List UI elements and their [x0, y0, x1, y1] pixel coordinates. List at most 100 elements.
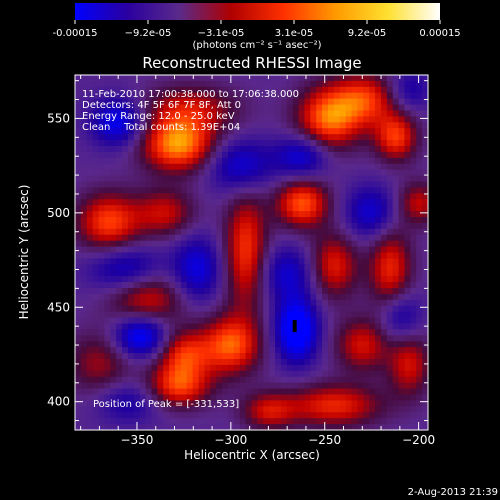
- heatmap-cell: [110, 228, 117, 236]
- heatmap-cell: [180, 80, 188, 88]
- heatmap-cell: [186, 264, 194, 271]
- heatmap-cell: [304, 217, 311, 224]
- heatmap-cell: [345, 353, 353, 360]
- heatmap-cell: [133, 264, 141, 271]
- heatmap-cell: [192, 323, 200, 331]
- heatmap-cell: [204, 134, 211, 141]
- heatmap-cell: [345, 311, 353, 319]
- heatmap-cell: [275, 347, 282, 354]
- heatmap-cell: [251, 347, 258, 354]
- heatmap-cell: [322, 364, 329, 372]
- heatmap-cell: [169, 175, 176, 183]
- heatmap-cell: [333, 341, 341, 348]
- heatmap-cell: [269, 341, 276, 348]
- heatmap-cell: [104, 329, 111, 336]
- heatmap-cell: [310, 335, 317, 342]
- heatmap-cell: [369, 412, 376, 419]
- heatmap-cell: [110, 222, 117, 230]
- heatmap-cell: [127, 394, 135, 402]
- heatmap-cell: [351, 288, 358, 295]
- heatmap-cell: [163, 264, 170, 271]
- heatmap-cell: [339, 175, 347, 183]
- heatmap-cell: [339, 146, 347, 153]
- heatmap-cell: [422, 75, 428, 82]
- heatmap-cell: [322, 359, 329, 366]
- heatmap-cell: [92, 151, 100, 159]
- heatmap-cell: [157, 75, 164, 82]
- heatmap-cell: [104, 335, 111, 342]
- heatmap-cell: [363, 211, 370, 218]
- heatmap-cell: [163, 240, 170, 248]
- heatmap-cell: [369, 364, 376, 372]
- heatmap-cell: [192, 217, 200, 224]
- heatmap-cell: [227, 252, 235, 260]
- heatmap-cell: [133, 128, 141, 135]
- heatmap-cell: [251, 394, 258, 402]
- heatmap-cell: [286, 175, 294, 183]
- heatmap-cell: [363, 128, 370, 135]
- heatmap-cell: [339, 128, 347, 135]
- heatmap-cell: [175, 222, 182, 230]
- heatmap-cell: [192, 288, 200, 295]
- heatmap-cell: [327, 335, 335, 342]
- heatmap-cell: [263, 122, 270, 129]
- heatmap-cell: [280, 347, 288, 354]
- heatmap-cell: [280, 140, 288, 147]
- heatmap-cell: [86, 252, 94, 260]
- heatmap-cell: [204, 347, 211, 354]
- heatmap-cell: [80, 104, 88, 112]
- heatmap-cell: [75, 424, 82, 430]
- heatmap-cell: [233, 317, 241, 325]
- heatmap-cell: [127, 418, 135, 425]
- heatmap-cell: [280, 359, 288, 366]
- heatmap-cell: [175, 181, 182, 189]
- heatmap-cell: [322, 228, 329, 236]
- heatmap-cell: [263, 181, 270, 189]
- heatmap-cell: [145, 258, 153, 265]
- heatmap-cell: [275, 217, 282, 224]
- heatmap-cell: [369, 193, 376, 200]
- heatmap-cell: [422, 181, 428, 189]
- heatmap-cell: [380, 323, 388, 331]
- heatmap-cell: [180, 288, 188, 295]
- heatmap-cell: [292, 75, 300, 82]
- heatmap-cell: [392, 116, 400, 123]
- heatmap-cell: [75, 104, 82, 112]
- heatmap-cell: [169, 151, 176, 159]
- heatmap-cell: [304, 75, 311, 82]
- heatmap-cell: [139, 270, 147, 277]
- heatmap-cell: [357, 151, 364, 159]
- heatmap-cell: [222, 341, 229, 348]
- heatmap-cell: [316, 187, 323, 194]
- heatmap-cell: [351, 205, 358, 212]
- heatmap-cell: [345, 388, 353, 396]
- heatmap-cell: [98, 323, 106, 331]
- heatmap-cell: [422, 353, 428, 360]
- heatmap-cell: [110, 270, 117, 277]
- heatmap-cell: [151, 199, 158, 206]
- heatmap-cell: [398, 335, 406, 342]
- heatmap-cell: [392, 364, 400, 372]
- heatmap-cell: [180, 406, 188, 413]
- heatmap-cell: [304, 412, 311, 419]
- heatmap-cell: [322, 258, 329, 265]
- heatmap-cell: [133, 199, 141, 206]
- heatmap-cell: [122, 128, 129, 135]
- heatmap-cell: [175, 299, 182, 307]
- heatmap-cell: [92, 98, 100, 106]
- heatmap-cell: [333, 140, 341, 147]
- heatmap-cell: [263, 299, 270, 307]
- heatmap-cell: [351, 211, 358, 218]
- heatmap-cell: [239, 347, 247, 354]
- heatmap-cell: [369, 169, 376, 177]
- heatmap-cell: [98, 370, 106, 378]
- heatmap-cell: [357, 400, 364, 407]
- heatmap-cell: [145, 264, 153, 271]
- heatmap-cell: [92, 270, 100, 277]
- heatmap-cell: [398, 406, 406, 413]
- heatmap-cell: [127, 364, 135, 372]
- heatmap-cell: [204, 394, 211, 402]
- heatmap-cell: [216, 75, 223, 82]
- heatmap-cell: [122, 353, 129, 360]
- heatmap-cell: [169, 187, 176, 194]
